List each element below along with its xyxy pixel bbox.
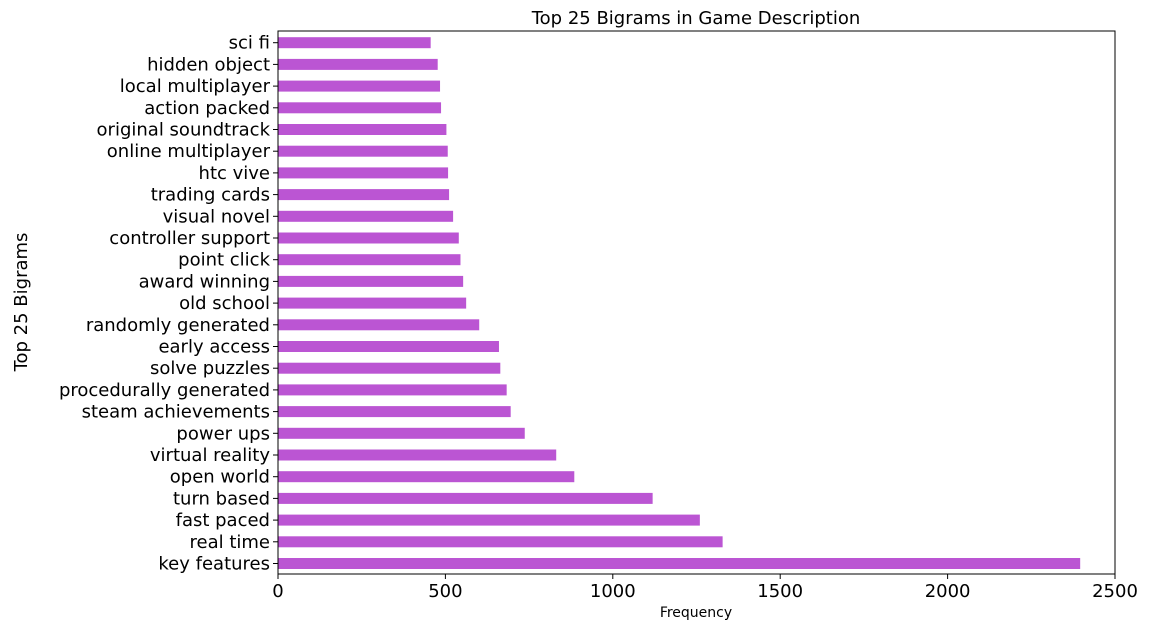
bar-fast-paced (278, 514, 700, 526)
bar-award-winning (278, 275, 464, 287)
y-tick-label: sci fi (229, 33, 270, 54)
y-tick-label: turn based (173, 488, 270, 509)
bar-original-soundtrack (278, 124, 447, 135)
x-tick-label: 2000 (925, 581, 971, 602)
bar-key-features (278, 558, 1081, 569)
bar-hidden-object (278, 58, 438, 70)
x-tick-label: 1500 (757, 581, 803, 602)
y-tick-label: online multiplayer (107, 141, 271, 162)
y-tick-label: steam achievements (82, 402, 270, 423)
y-tick-label: real time (190, 532, 271, 553)
bar-power-ups (278, 427, 525, 439)
y-tick-label: key features (158, 554, 270, 575)
bar-real-time (278, 536, 723, 548)
y-tick-label: hidden object (147, 54, 270, 75)
x-tick-label: 1000 (590, 581, 636, 602)
bar-trading-cards (278, 189, 450, 201)
x-tick-label: 500 (428, 581, 462, 602)
y-tick-label: action packed (144, 98, 270, 119)
y-tick-label: fast paced (176, 510, 270, 531)
x-axis-label: Frequency (660, 605, 732, 621)
y-tick-label: point click (178, 250, 270, 271)
bar-visual-novel (278, 210, 454, 222)
y-tick-label: randomly generated (86, 315, 270, 336)
y-tick-label: original soundtrack (97, 120, 271, 141)
bar-solve-puzzles (278, 362, 501, 374)
bar-turn-based (278, 492, 653, 504)
bar-online-multiplayer (278, 145, 448, 157)
bar-local-multiplayer (278, 80, 441, 92)
plot-frame (277, 30, 1116, 575)
y-tick-label: visual novel (163, 206, 270, 227)
bar-steam-achievements (278, 406, 511, 418)
y-tick-label: award winning (139, 271, 270, 292)
y-tick-label: trading cards (151, 185, 270, 206)
x-tick-label: 2500 (1092, 581, 1138, 602)
y-tick-label: procedurally generated (59, 380, 270, 401)
bar-controller-support (278, 232, 459, 244)
y-tick-label: power ups (176, 423, 270, 444)
bar-htc-vive (278, 167, 449, 179)
bar-old-school (278, 297, 467, 309)
bar-procedurally-generated (278, 384, 507, 396)
x-axis-ticks: 0 500 1000 1500 2000 2500 (272, 574, 1138, 602)
y-tick-label: local multiplayer (120, 76, 271, 97)
bar-open-world (278, 471, 575, 483)
bar-sci-fi (278, 37, 431, 49)
bar-point-click (278, 254, 461, 266)
x-tick-label: 0 (272, 581, 283, 602)
bar-randomly-generated (278, 319, 480, 331)
bar-action-packed (278, 102, 442, 114)
y-tick-label: virtual reality (150, 445, 270, 466)
bar-early-access (278, 341, 499, 352)
y-tick-label: solve puzzles (150, 358, 270, 379)
y-tick-label: htc vive (199, 163, 270, 184)
bars-group (278, 37, 1081, 569)
y-tick-label: controller support (109, 228, 270, 249)
bar-virtual-reality (278, 449, 557, 461)
chart-title: Top 25 Bigrams in Game Description (531, 8, 861, 29)
y-tick-label: early access (158, 337, 270, 358)
y-axis-label: Top 25 Bigrams (11, 233, 32, 373)
y-tick-label: old school (179, 293, 270, 314)
y-tick-label: open world (170, 467, 270, 488)
